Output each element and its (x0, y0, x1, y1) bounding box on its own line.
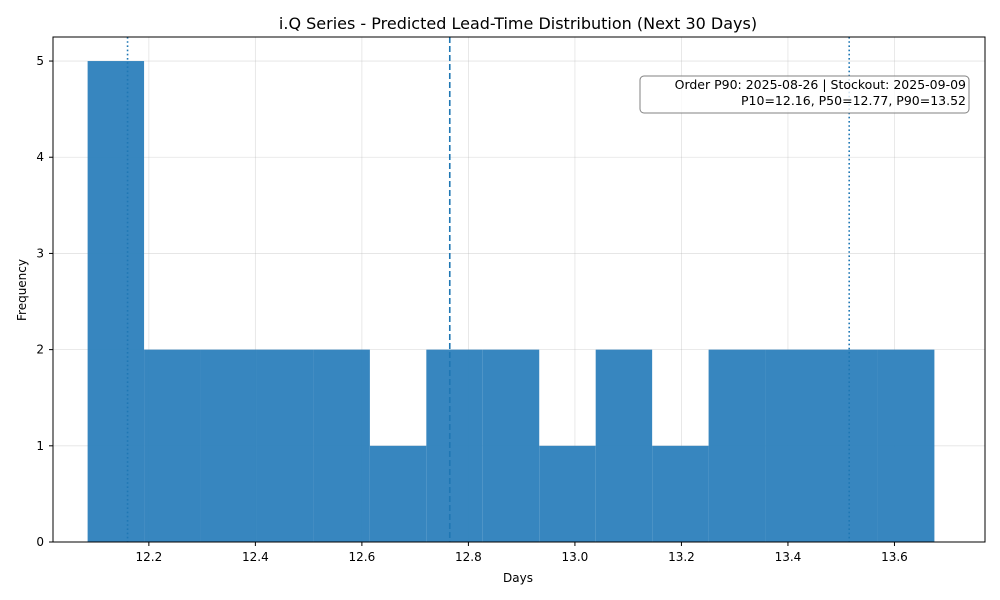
histogram-bar (595, 349, 653, 542)
histogram-bar (708, 349, 766, 542)
x-axis-label: Days (503, 571, 533, 585)
annotation-box: Order P90: 2025-08-26 | Stockout: 2025-0… (639, 75, 970, 114)
y-axis-label: Frequency (15, 259, 29, 321)
reference-lines-layer (126, 37, 850, 542)
x-tick-label: 12.8 (455, 550, 482, 564)
histogram-bar (426, 349, 483, 542)
y-axis-ticks: 0 1 2 3 4 5 (36, 54, 53, 549)
bars-layer (87, 61, 935, 543)
histogram-bar (539, 445, 596, 542)
x-tick-label: 13.6 (881, 550, 908, 564)
y-tick-label: 1 (36, 439, 44, 453)
chart-title: i.Q Series - Predicted Lead-Time Distrib… (279, 14, 757, 33)
plot-frame (52, 36, 986, 543)
y-tick-label: 2 (36, 343, 44, 357)
x-tick-label: 13.0 (562, 550, 589, 564)
annotation-line-1: Order P90: 2025-08-26 | Stockout: 2025-0… (675, 77, 966, 92)
histogram-bar (200, 349, 257, 542)
histogram-bar (87, 61, 145, 543)
y-tick-label: 3 (36, 246, 44, 260)
x-axis-ticks: 12.2 12.4 12.6 12.8 13.0 13.2 13.4 13.6 (136, 542, 908, 564)
y-tick-label: 0 (36, 535, 44, 549)
histogram-bar (652, 445, 709, 542)
y-tick-label: 4 (36, 150, 44, 164)
histogram-bar (144, 349, 201, 542)
histogram-bar (482, 349, 540, 542)
x-tick-label: 13.4 (775, 550, 802, 564)
histogram-bar (369, 445, 427, 542)
annotation-frame (639, 75, 970, 114)
annotation-line-2: P10=12.16, P50=12.77, P90=13.52 (741, 93, 966, 108)
x-tick-label: 12.4 (242, 550, 269, 564)
histogram-bar (877, 349, 935, 542)
x-tick-label: 12.6 (349, 550, 376, 564)
histogram-bar (765, 349, 822, 542)
x-tick-label: 13.2 (668, 550, 695, 564)
histogram-bar (313, 349, 370, 542)
x-tick-label: 12.2 (136, 550, 163, 564)
histogram-bar (256, 349, 314, 542)
y-tick-label: 5 (36, 54, 44, 68)
